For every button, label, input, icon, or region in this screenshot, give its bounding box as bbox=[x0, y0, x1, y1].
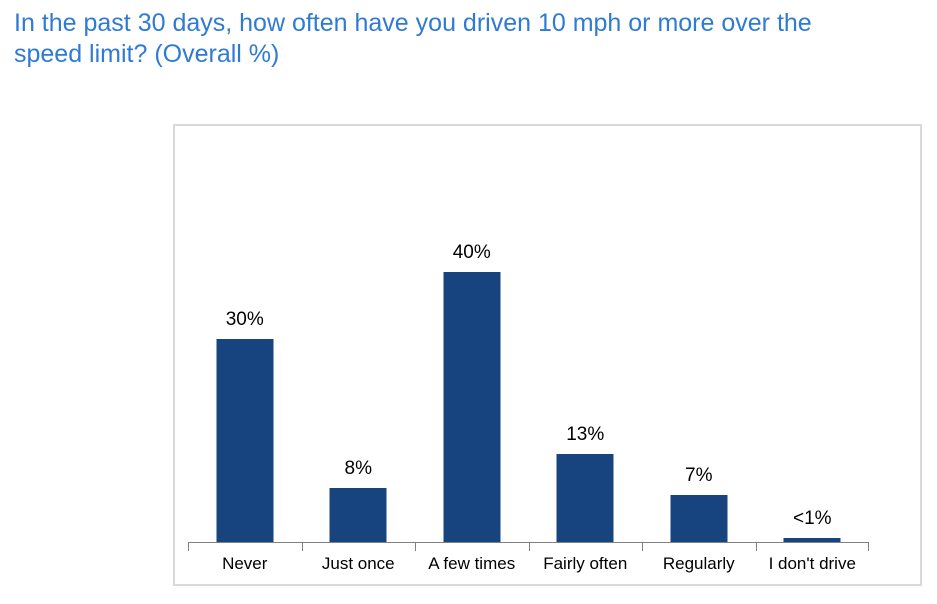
category-label-never: Never bbox=[222, 554, 268, 573]
chart-slot-regularly: 7% Regularly bbox=[642, 193, 756, 573]
bar-i-don-t-drive bbox=[783, 538, 841, 542]
value-label-a-few-times: 40% bbox=[452, 242, 491, 263]
value-label-never: 30% bbox=[225, 309, 264, 330]
chart-slot-never: 30% Never bbox=[188, 193, 302, 573]
bar-regularly bbox=[670, 495, 728, 542]
bar-never bbox=[216, 339, 274, 542]
value-label-just-once: 8% bbox=[344, 458, 372, 479]
x-axis-tick bbox=[415, 543, 416, 551]
chart-area: 30% Never 8% Just once 40% A few times 13% Fair… bbox=[173, 124, 922, 586]
x-axis-tick bbox=[188, 543, 189, 551]
x-axis-tick bbox=[302, 543, 303, 551]
category-label-just-once: Just once bbox=[321, 554, 395, 573]
bar-slots: 30% Never 8% Just once 40% A few times 13% Fair… bbox=[188, 193, 870, 573]
chart-title: In the past 30 days, how often have you … bbox=[14, 8, 812, 70]
chart-slot-i-don-t-drive: <1% I don't drive bbox=[756, 193, 870, 573]
category-label-i-don-t-drive: I don't drive bbox=[768, 554, 856, 573]
bar-just-once bbox=[329, 488, 387, 542]
x-axis-tick bbox=[529, 543, 530, 551]
category-label-fairly-often: Fairly often bbox=[543, 554, 628, 573]
x-axis-tick bbox=[756, 543, 757, 551]
bar-a-few-times bbox=[443, 272, 501, 542]
value-label-fairly-often: 13% bbox=[566, 424, 605, 445]
x-axis-tick bbox=[868, 543, 869, 551]
category-label-a-few-times: A few times bbox=[428, 554, 516, 573]
x-axis-line bbox=[188, 542, 869, 543]
plot-area: 30% Never 8% Just once 40% A few times 13% Fair… bbox=[188, 193, 870, 573]
value-label-regularly: 7% bbox=[685, 465, 713, 486]
chart-title-line1: In the past 30 days, how often have you … bbox=[14, 9, 812, 37]
chart-slot-a-few-times: 40% A few times bbox=[415, 193, 529, 573]
chart-title-line2: speed limit? (Overall %) bbox=[14, 40, 280, 68]
value-label-i-don-t-drive: <1% bbox=[792, 508, 832, 529]
bar-fairly-often bbox=[556, 454, 614, 542]
category-label-regularly: Regularly bbox=[662, 554, 735, 573]
x-axis-tick bbox=[642, 543, 643, 551]
chart-slot-just-once: 8% Just once bbox=[302, 193, 416, 573]
chart-slot-fairly-often: 13% Fairly often bbox=[529, 193, 643, 573]
